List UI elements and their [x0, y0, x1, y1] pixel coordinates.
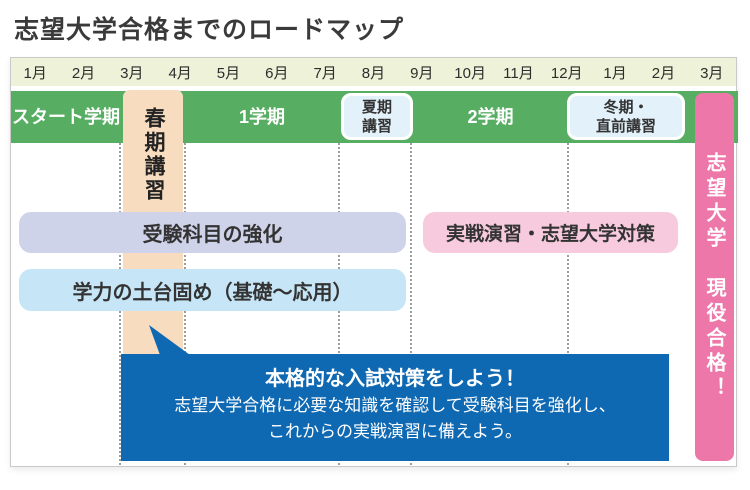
month-label: 11月	[503, 64, 534, 82]
page-title: 志望大学合格までのロードマップ	[14, 16, 405, 44]
winter-course-line2: 直前講習	[595, 117, 656, 135]
track-foundation: 学力の土台固め（基礎～応用）	[19, 269, 406, 311]
month-label: 3月	[700, 64, 724, 82]
dotted-guide-september	[410, 143, 412, 465]
callout-body-line1: 志望大学合格に必要な知識を確認して受験科目を強化し、	[174, 396, 616, 415]
month-label: 10月	[454, 64, 486, 82]
track-practice-label: 実戦演習・志望大学対策	[445, 224, 655, 245]
term2-label: 2学期	[467, 107, 514, 127]
month-label: 2月	[651, 64, 676, 82]
month-label: 8月	[361, 64, 386, 82]
track-foundation-label: 学力の土台固め（基礎～応用）	[72, 281, 353, 304]
track-subject-strengthening-label: 受験科目の強化	[142, 224, 283, 246]
month-label: 2月	[71, 64, 96, 82]
month-header-row: 1月 2月 3月 4月 5月 6月 7月 8月 9月 10月 11月 12月 1月 2月 3月	[11, 58, 736, 86]
summer-course-line1: 夏期	[361, 98, 392, 116]
month-label: 3月	[120, 64, 144, 82]
month-label: 9月	[410, 64, 434, 82]
callout-body-line2: これからの実戦演習に備えよう。	[268, 422, 522, 441]
month-label: 4月	[168, 64, 192, 82]
summer-course-box: 夏期 講習	[341, 93, 413, 140]
month-label: 5月	[216, 64, 241, 82]
winter-course-box: 冬期・ 直前講習	[567, 93, 685, 140]
semester-bar: スタート学期 1学期 2学期 夏期 講習 冬期・ 直前講習	[11, 91, 738, 143]
start-term-label: スタート学期	[12, 107, 120, 127]
summer-course-line2: 講習	[361, 117, 392, 135]
track-practice: 実戦演習・志望大学対策	[423, 212, 678, 253]
winter-course-line1: 冬期・	[603, 98, 649, 116]
term1-label: 1学期	[238, 107, 285, 127]
month-label: 1月	[23, 64, 47, 82]
goal-banner-label: 志望大学 現役合格！	[703, 152, 725, 402]
callout-heading: 本格的な入試対策をしよう！	[265, 368, 525, 390]
month-label: 6月	[265, 64, 289, 82]
month-label: 12月	[550, 64, 583, 82]
track-subject-strengthening: 受験科目の強化	[19, 212, 406, 253]
roadmap-chart: 1月 2月 3月 4月 5月 6月 7月 8月 9月 10月 11月 12月 1月 2月 3月 スタート学期…	[10, 57, 738, 467]
month-label: 7月	[313, 64, 337, 82]
callout-box: 本格的な入試対策をしよう！ 志望大学合格に必要な知識を確認して受験科目を強化し、…	[121, 354, 669, 461]
spring-course-label: 春期講習	[142, 107, 165, 203]
dotted-guide-december	[567, 143, 569, 465]
month-label: 1月	[603, 64, 627, 82]
goal-banner: 志望大学 現役合格！	[695, 93, 734, 461]
